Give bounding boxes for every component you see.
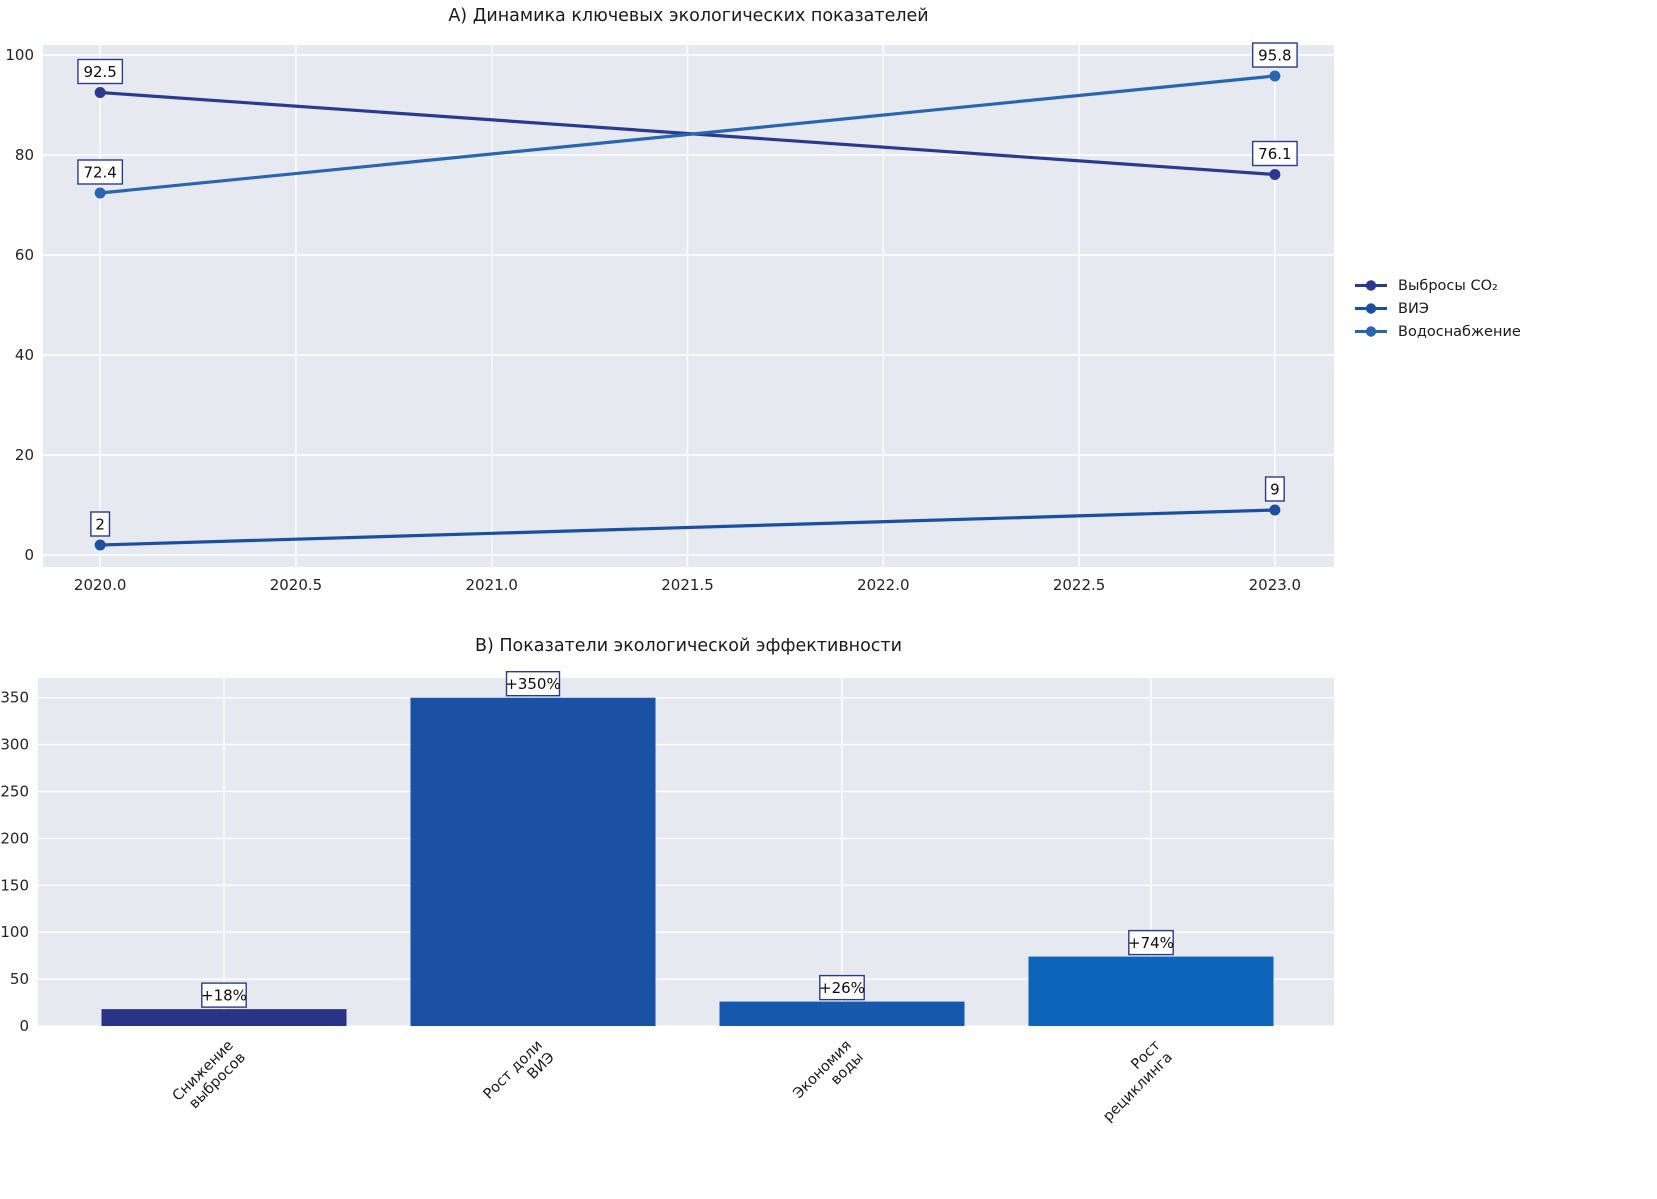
bar-chart-title: В) Показатели экологической эффективност…	[474, 636, 903, 656]
series-line	[100, 508, 1275, 547]
bar-value-label-box	[505, 670, 561, 697]
legend-item: Водоснабжение	[1353, 322, 1521, 341]
bar-value-label: +350%	[505, 675, 560, 693]
legend: Выбросы CO₂ ВИЭ Водоснабжение	[1353, 276, 1521, 341]
point-value-label-box	[1251, 140, 1298, 167]
legend-line-marker-icon	[1355, 303, 1387, 314]
y-axis-tick-label: 100	[0, 923, 29, 941]
legend-item: ВИЭ	[1353, 299, 1521, 318]
legend-item: Выбросы CO₂	[1353, 276, 1521, 295]
x-axis-tick-label: 2022.0	[857, 576, 910, 594]
bar-value-label-box	[201, 982, 247, 1008]
series-data-point	[94, 539, 106, 551]
y-axis-tick-label: 250	[0, 782, 29, 800]
x-axis-tick-label: 2021.0	[465, 576, 518, 594]
x-axis-tick-label: 2023.0	[1249, 576, 1302, 594]
point-value-label: 2	[95, 516, 105, 534]
x-category-label: Снижениевыбросов	[170, 1037, 249, 1116]
bar	[719, 1001, 965, 1026]
point-value-label-box	[90, 511, 111, 537]
category-label-text: Снижениевыбросов	[170, 1037, 249, 1116]
bar	[410, 697, 656, 1026]
point-value-label: 76.1	[1258, 145, 1291, 163]
y-axis-tick-label: 0	[19, 1017, 29, 1035]
x-category-label: Экономияводы	[790, 1038, 867, 1115]
x-axis-tick-label: 2021.5	[661, 576, 714, 594]
bar-value-label-box	[819, 974, 865, 1001]
bar-value-label: +74%	[1128, 934, 1174, 952]
bar-value-label-box	[1128, 929, 1174, 956]
y-axis-tick-label: 40	[15, 346, 34, 364]
y-axis-tick-label: 0	[24, 546, 34, 564]
x-category-label: Рост долиВИЭ	[481, 1038, 558, 1115]
category-label-text: Рост долиВИЭ	[481, 1038, 558, 1115]
x-axis-tick-label: 2020.0	[74, 576, 127, 594]
y-axis-tick-label: 350	[0, 689, 29, 707]
y-axis-tick-label: 300	[0, 736, 29, 754]
category-label-text: Рострециклинга	[1088, 1037, 1176, 1125]
y-axis-tick-label: 50	[10, 970, 29, 988]
point-value-label: 9	[1270, 481, 1280, 499]
point-value-label: 92.5	[83, 63, 116, 81]
legend-label: Выбросы CO₂	[1398, 277, 1498, 294]
point-value-label-box	[1264, 476, 1285, 502]
category-label-text: Экономияводы	[790, 1038, 867, 1115]
series-data-point	[94, 87, 106, 98]
series-line	[100, 74, 1276, 195]
x-category-label: Рострециклинга	[1088, 1037, 1176, 1125]
series-data-point	[1269, 169, 1281, 180]
y-axis-tick-label: 80	[15, 146, 34, 164]
y-axis-tick-label: 20	[15, 446, 34, 464]
y-axis-tick-label: 100	[5, 46, 34, 64]
point-value-label-box	[77, 58, 124, 85]
bar-value-label: +18%	[201, 987, 247, 1005]
legend-label: ВИЭ	[1398, 300, 1429, 317]
bar	[101, 1009, 347, 1026]
y-axis-tick-label: 200	[0, 829, 29, 847]
point-value-label-box	[77, 159, 124, 185]
point-value-label-box	[1251, 42, 1298, 68]
y-axis-tick-label: 60	[15, 246, 34, 264]
line-chart-plot-area	[43, 45, 1334, 567]
series-data-point	[1269, 504, 1281, 516]
line-chart-title: А) Динамика ключевых экологических показ…	[448, 6, 929, 26]
point-value-label: 95.8	[1258, 47, 1291, 65]
x-axis-tick-label: 2020.5	[270, 576, 323, 594]
x-axis-tick-label: 2022.5	[1053, 576, 1106, 594]
bar-value-label: +26%	[819, 979, 865, 997]
bar	[1028, 956, 1274, 1026]
legend-line-marker-icon	[1355, 280, 1387, 291]
legend-line-marker-icon	[1355, 326, 1387, 337]
series-data-point	[94, 187, 106, 199]
legend-label: Водоснабжение	[1398, 323, 1521, 340]
point-value-label: 72.4	[83, 164, 116, 182]
series-data-point	[1269, 70, 1281, 82]
y-axis-tick-label: 150	[0, 876, 29, 894]
